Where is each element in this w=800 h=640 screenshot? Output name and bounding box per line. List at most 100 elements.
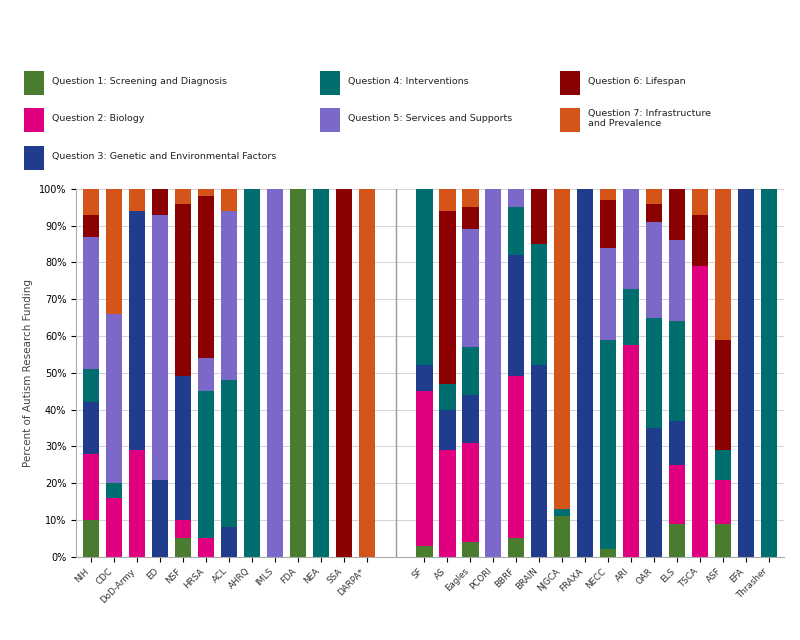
Bar bbox=[462, 229, 478, 347]
Bar bbox=[462, 443, 478, 542]
Bar bbox=[646, 204, 662, 222]
Bar bbox=[24, 108, 44, 132]
Bar bbox=[715, 189, 731, 340]
Text: Question 2: Biology: Question 2: Biology bbox=[52, 114, 144, 124]
Bar bbox=[531, 189, 547, 244]
Bar bbox=[577, 189, 594, 557]
Bar bbox=[623, 345, 639, 557]
Bar bbox=[243, 189, 260, 557]
Bar bbox=[623, 289, 639, 345]
Bar bbox=[485, 189, 502, 557]
Bar bbox=[439, 211, 455, 384]
Text: Question 7: Infrastructure
and Prevalence: Question 7: Infrastructure and Prevalenc… bbox=[588, 109, 711, 129]
Bar bbox=[106, 314, 122, 483]
Bar bbox=[669, 321, 686, 420]
Bar bbox=[221, 211, 237, 380]
Text: Question 1: Screening and Diagnosis: Question 1: Screening and Diagnosis bbox=[52, 77, 227, 86]
Bar bbox=[623, 189, 639, 289]
Bar bbox=[82, 402, 99, 454]
Bar bbox=[439, 189, 455, 211]
Bar bbox=[198, 391, 214, 538]
Bar bbox=[462, 189, 478, 207]
Bar bbox=[508, 255, 525, 376]
Bar bbox=[669, 240, 686, 321]
Bar bbox=[266, 189, 283, 557]
Bar bbox=[600, 340, 617, 549]
Bar bbox=[129, 450, 145, 557]
Text: 2020: 2020 bbox=[377, 6, 423, 24]
Bar bbox=[692, 189, 708, 214]
Text: Distribution of Funder Portfolios across IACC Strategic Plan Questions: Distribution of Funder Portfolios across… bbox=[137, 39, 663, 52]
Bar bbox=[174, 204, 191, 376]
Bar bbox=[106, 483, 122, 498]
Bar bbox=[320, 70, 340, 95]
Bar bbox=[600, 248, 617, 340]
Bar bbox=[152, 479, 168, 557]
Bar bbox=[416, 189, 433, 365]
Bar bbox=[152, 214, 168, 479]
Bar bbox=[692, 266, 708, 557]
Bar bbox=[416, 365, 433, 391]
Bar bbox=[82, 369, 99, 403]
Bar bbox=[82, 454, 99, 520]
Bar bbox=[198, 358, 214, 391]
Bar bbox=[531, 244, 547, 365]
Bar bbox=[320, 108, 340, 132]
Bar bbox=[221, 380, 237, 527]
Bar bbox=[358, 189, 375, 557]
Bar bbox=[554, 189, 570, 509]
Bar bbox=[600, 549, 617, 557]
Bar bbox=[508, 189, 525, 207]
Bar bbox=[174, 520, 191, 538]
Bar bbox=[462, 542, 478, 557]
Bar bbox=[129, 211, 145, 450]
Bar bbox=[439, 450, 455, 557]
Bar bbox=[715, 340, 731, 450]
Bar bbox=[738, 189, 754, 557]
Text: Question 4: Interventions: Question 4: Interventions bbox=[348, 77, 469, 86]
Bar bbox=[646, 189, 662, 204]
Bar bbox=[669, 524, 686, 557]
Y-axis label: Percent of Autism Research Funding: Percent of Autism Research Funding bbox=[23, 279, 34, 467]
Bar bbox=[82, 520, 99, 557]
Bar bbox=[554, 509, 570, 516]
Bar bbox=[554, 516, 570, 557]
Bar bbox=[82, 237, 99, 369]
Bar bbox=[560, 108, 580, 132]
Bar bbox=[669, 465, 686, 524]
Bar bbox=[24, 146, 44, 170]
Bar bbox=[462, 207, 478, 229]
Bar bbox=[129, 189, 145, 211]
Bar bbox=[646, 428, 662, 557]
Bar bbox=[508, 538, 525, 557]
Bar bbox=[290, 189, 306, 557]
Bar bbox=[646, 317, 662, 428]
Bar bbox=[416, 546, 433, 557]
Bar bbox=[106, 189, 122, 314]
Bar bbox=[416, 391, 433, 546]
Bar bbox=[313, 189, 329, 557]
Bar bbox=[198, 538, 214, 557]
Bar bbox=[462, 347, 478, 395]
Bar bbox=[462, 395, 478, 443]
Bar bbox=[174, 189, 191, 204]
Text: Question 6: Lifespan: Question 6: Lifespan bbox=[588, 77, 686, 86]
Bar bbox=[198, 196, 214, 358]
Bar bbox=[715, 479, 731, 524]
Bar bbox=[152, 189, 168, 214]
Bar bbox=[106, 498, 122, 557]
Bar bbox=[439, 384, 455, 410]
Bar bbox=[715, 524, 731, 557]
Bar bbox=[335, 189, 352, 557]
Bar bbox=[715, 450, 731, 479]
Bar bbox=[174, 538, 191, 557]
Bar bbox=[692, 214, 708, 266]
Bar bbox=[761, 189, 778, 557]
Bar bbox=[439, 410, 455, 450]
Bar bbox=[174, 376, 191, 520]
Bar bbox=[508, 376, 525, 538]
Bar bbox=[531, 365, 547, 557]
Bar bbox=[646, 222, 662, 317]
Bar bbox=[221, 189, 237, 211]
Bar bbox=[669, 189, 686, 240]
